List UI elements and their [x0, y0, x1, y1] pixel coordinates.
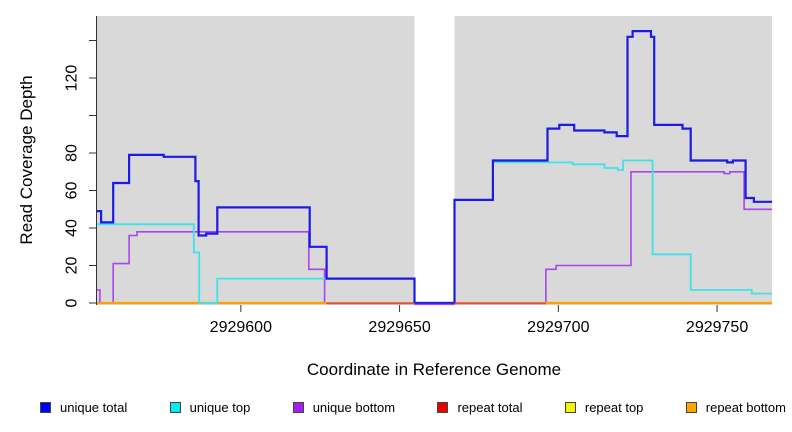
legend-item-repeat-total: repeat total [437, 399, 523, 415]
coverage-gap-band [414, 16, 455, 305]
x-tick-label: 2929700 [527, 319, 589, 336]
legend-label: unique bottom [312, 399, 396, 415]
legend-swatch-repeat-bottom [685, 401, 697, 413]
legend: unique total unique top unique bottom repea… [40, 396, 786, 418]
y-tick-label: 80 [64, 144, 81, 162]
legend-swatch-unique-top [169, 401, 181, 413]
legend-swatch-unique-bottom [292, 401, 304, 413]
legend-item-repeat-bottom: repeat bottom [685, 399, 786, 415]
legend-item-unique-bottom: unique bottom [292, 399, 396, 415]
y-axis-title: Read Coverage Depth [17, 75, 36, 245]
y-tick-label: 0 [64, 298, 81, 307]
series-line-unique-top [97, 159, 772, 304]
legend-label: repeat top [584, 399, 644, 415]
y-tick-label: 20 [64, 257, 81, 275]
y-tick-label: 60 [64, 182, 81, 200]
legend-item-unique-total: unique total [40, 400, 127, 415]
series-line-unique-total [97, 30, 772, 305]
y-tick-label: 120 [64, 65, 81, 92]
x-tick-label: 2929600 [210, 319, 272, 336]
legend-swatch-repeat-total [437, 401, 449, 413]
legend-item-repeat-top: repeat top [564, 399, 644, 415]
x-tick-label: 2929750 [686, 319, 748, 336]
legend-swatch-repeat-top [564, 401, 576, 413]
x-axis-title: Coordinate in Reference Genome [306, 360, 562, 379]
legend-label: unique top [189, 399, 251, 415]
legend-swatch-unique-total [40, 401, 51, 413]
legend-item-unique-top: unique top [169, 399, 251, 415]
legend-label: repeat total [457, 399, 523, 415]
x-tick-label: 2929650 [368, 319, 430, 336]
legend-label: repeat bottom [705, 399, 786, 415]
legend-label: unique total [60, 399, 128, 415]
y-tick-label: 40 [64, 219, 81, 237]
